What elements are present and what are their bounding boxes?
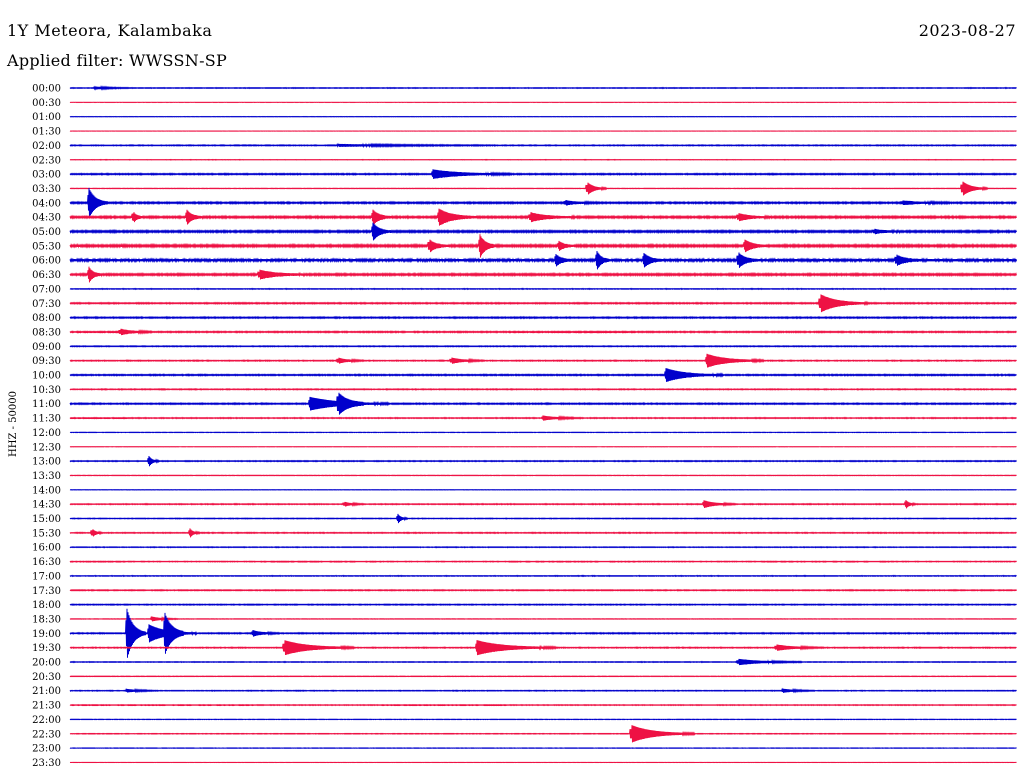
tick-label: 20:30 — [32, 672, 61, 683]
tick-label: 15:30 — [32, 528, 61, 539]
tick-label: 08:30 — [32, 327, 61, 338]
tick-label: 11:00 — [32, 399, 61, 410]
trace-1030 — [69, 387, 1017, 391]
tick-label: 10:00 — [32, 371, 61, 382]
tick-label: 04:00 — [32, 198, 61, 209]
trace-0800 — [69, 315, 1017, 320]
tick-label: 00:30 — [32, 98, 61, 109]
trace-0930 — [69, 353, 1017, 368]
trace-1830 — [69, 615, 1017, 622]
tick-label: 19:30 — [32, 643, 61, 654]
tick-label: 09:30 — [32, 356, 61, 367]
trace-0300 — [69, 169, 1017, 179]
trace-1300 — [69, 455, 1017, 467]
trace-0330 — [69, 181, 1017, 196]
trace-1100 — [69, 392, 1017, 415]
tick-label: 15:00 — [32, 514, 61, 525]
tick-label: 14:30 — [32, 500, 61, 511]
trace-2030 — [69, 675, 1017, 678]
tick-label: 13:00 — [32, 457, 61, 468]
tick-label: 08:00 — [32, 313, 61, 324]
tick-label: 01:30 — [32, 127, 61, 138]
trace-1000 — [69, 368, 1017, 382]
trace-1600 — [69, 545, 1017, 549]
tick-label: 05:00 — [32, 227, 61, 238]
trace-1700 — [69, 574, 1017, 578]
trace-1630 — [69, 560, 1017, 563]
trace-2100 — [69, 687, 1017, 694]
date-label: 2023-08-27 — [918, 21, 1016, 40]
tick-label: 13:30 — [32, 471, 61, 482]
tick-label: 18:00 — [32, 600, 61, 611]
tick-label: 02:30 — [32, 155, 61, 166]
trace-2230 — [69, 725, 1017, 743]
tick-label: 21:30 — [32, 701, 61, 712]
tick-label: 03:30 — [32, 184, 61, 195]
trace-0000 — [69, 85, 1017, 91]
trace-1500 — [69, 513, 1017, 524]
filter-label: Applied filter: WWSSN-SP — [7, 51, 228, 70]
trace-1730 — [69, 588, 1017, 592]
trace-0500 — [69, 222, 1017, 241]
trace-1930 — [69, 640, 1017, 656]
tick-label: 09:00 — [32, 342, 61, 353]
tick-label: 16:00 — [32, 543, 61, 554]
tick-label: 12:00 — [32, 428, 61, 439]
trace-0400 — [69, 187, 1017, 218]
trace-0530 — [69, 234, 1017, 258]
tick-label: 06:00 — [32, 256, 61, 267]
station-title: 1Y Meteora, Kalambaka — [7, 21, 213, 40]
trace-0900 — [69, 344, 1017, 348]
tick-label: 23:00 — [32, 744, 61, 755]
tick-label: 07:00 — [32, 284, 61, 295]
trace-0230 — [69, 158, 1017, 161]
trace-1330 — [69, 474, 1017, 477]
tick-label: 22:30 — [32, 729, 61, 740]
tick-label: 23:30 — [32, 758, 61, 769]
tick-label: 22:00 — [32, 715, 61, 726]
trace-0730 — [69, 294, 1017, 313]
trace-2000 — [69, 658, 1017, 666]
tick-label: 06:30 — [32, 270, 61, 281]
tick-label: 01:00 — [32, 112, 61, 123]
tick-label: 11:30 — [32, 414, 61, 425]
trace-1800 — [69, 603, 1017, 606]
trace-1430 — [69, 499, 1017, 509]
seismic-traces — [69, 85, 1017, 764]
tick-label: 14:00 — [32, 485, 61, 496]
tick-label: 18:30 — [32, 614, 61, 625]
trace-1530 — [69, 528, 1017, 538]
trace-0600 — [69, 250, 1017, 270]
tick-label: 00:00 — [32, 84, 61, 95]
tick-label: 16:30 — [32, 557, 61, 568]
tick-label: 07:30 — [32, 299, 61, 310]
tick-label: 21:00 — [32, 686, 61, 697]
tick-label: 20:00 — [32, 658, 61, 669]
trace-1900 — [69, 608, 1017, 658]
trace-0630 — [69, 266, 1017, 283]
trace-0830 — [69, 328, 1017, 336]
tick-label: 03:00 — [32, 170, 61, 181]
trace-2130 — [69, 703, 1017, 707]
channel-axis-label: HHZ - 50000 — [8, 391, 19, 457]
trace-1130 — [69, 415, 1017, 421]
trace-0700 — [69, 287, 1017, 291]
trace-0200 — [69, 142, 1017, 149]
tick-label: 04:30 — [32, 213, 61, 224]
tick-label: 02:00 — [32, 141, 61, 152]
tick-label: 12:30 — [32, 442, 61, 453]
tick-label: 19:00 — [32, 629, 61, 640]
tick-label: 05:30 — [32, 241, 61, 252]
tick-label: 10:30 — [32, 385, 61, 396]
trace-0430 — [69, 208, 1017, 226]
tick-label: 17:00 — [32, 571, 61, 582]
tick-label: 17:30 — [32, 586, 61, 597]
time-tick-labels: 00:00 00:30 01:00 01:30 02:00 02:30 03:00 03:30… — [32, 84, 61, 769]
